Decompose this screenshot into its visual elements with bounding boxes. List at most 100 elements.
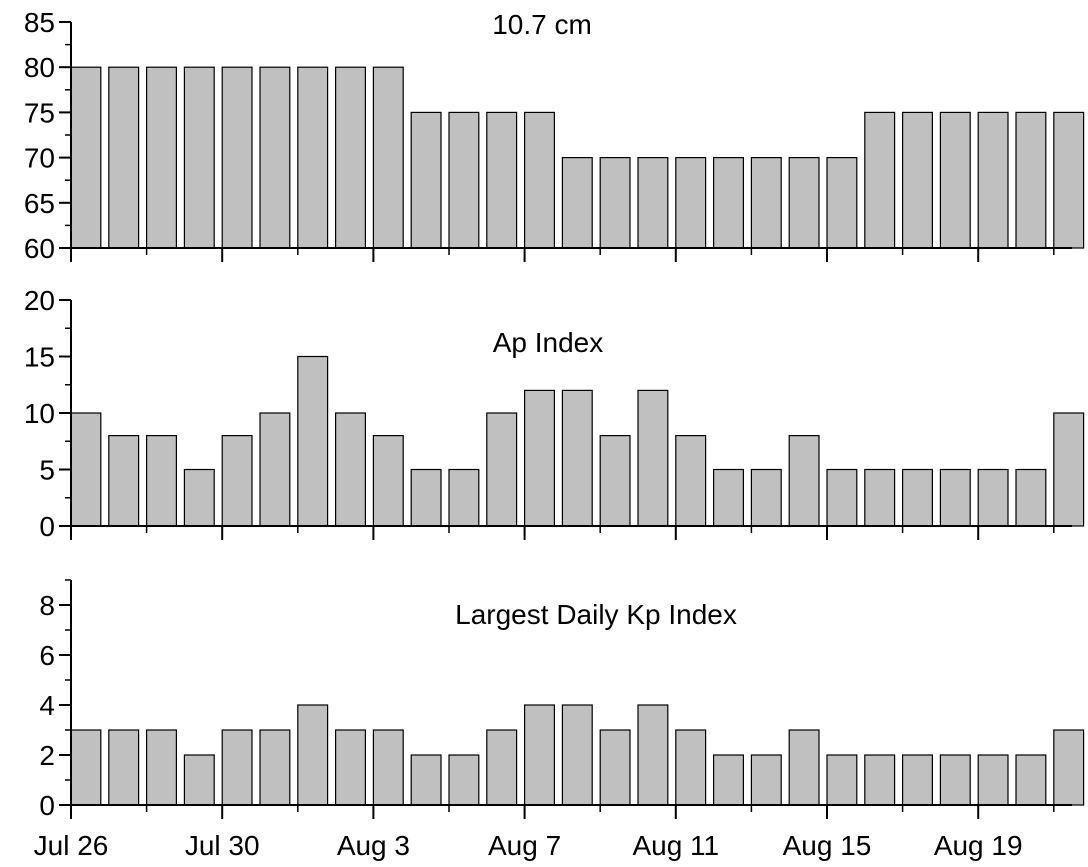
bar bbox=[410, 468, 442, 527]
bar bbox=[335, 729, 367, 806]
bar bbox=[70, 66, 102, 249]
bar bbox=[486, 111, 518, 249]
bar bbox=[448, 754, 480, 806]
bar bbox=[221, 66, 253, 249]
bar bbox=[901, 468, 933, 527]
bar bbox=[637, 157, 669, 249]
bar bbox=[864, 111, 896, 249]
y-tick-label: 2 bbox=[39, 740, 55, 771]
panel-title: Largest Daily Kp Index bbox=[455, 599, 737, 630]
bar bbox=[146, 435, 178, 527]
bar bbox=[712, 468, 744, 527]
bar bbox=[939, 468, 971, 527]
x-tick-label: Aug 15 bbox=[783, 830, 872, 861]
panel-kp-index: Largest Daily Kp Index 0 2 4 6 8 Jul 26 Jul 30… bbox=[34, 579, 1085, 861]
y-tick-label: 80 bbox=[24, 52, 55, 83]
bar bbox=[108, 66, 140, 249]
y-tick-label: 5 bbox=[39, 455, 55, 486]
bar bbox=[599, 729, 631, 806]
bar bbox=[561, 704, 593, 806]
y-tick-label: 60 bbox=[24, 233, 55, 264]
panel-ap-index: Ap Index 0 5 10 15 20 bbox=[24, 285, 1085, 542]
bar bbox=[183, 468, 215, 527]
y-tick-label: 75 bbox=[24, 97, 55, 128]
y-tick-label: 0 bbox=[39, 790, 55, 821]
y-tick-label: 6 bbox=[39, 640, 55, 671]
bar bbox=[183, 66, 215, 249]
bar bbox=[826, 468, 858, 527]
bar bbox=[297, 355, 329, 527]
bar bbox=[108, 435, 140, 527]
bar bbox=[675, 435, 707, 527]
y-tick-label: 15 bbox=[24, 342, 55, 373]
bar bbox=[561, 157, 593, 249]
bar bbox=[372, 435, 404, 527]
bar bbox=[901, 111, 933, 249]
bar bbox=[750, 157, 782, 249]
bar bbox=[599, 157, 631, 249]
bar bbox=[410, 111, 442, 249]
bar bbox=[788, 729, 820, 806]
bar bbox=[1015, 111, 1047, 249]
bar bbox=[675, 729, 707, 806]
bar bbox=[146, 729, 178, 806]
bar bbox=[712, 157, 744, 249]
x-tick-label: Aug 3 bbox=[337, 830, 410, 861]
bar bbox=[297, 66, 329, 249]
bar bbox=[1015, 754, 1047, 806]
x-tick-label: Aug 19 bbox=[934, 830, 1023, 861]
bar bbox=[1053, 111, 1085, 249]
bar bbox=[70, 412, 102, 527]
panel-solar-flux: 10.7 cm 60 65 70 75 80 85 bbox=[24, 7, 1085, 264]
panel-title: 10.7 cm bbox=[492, 9, 592, 40]
panel-title: Ap Index bbox=[493, 327, 604, 358]
bar bbox=[335, 412, 367, 527]
bar bbox=[939, 754, 971, 806]
y-tick-label: 65 bbox=[24, 188, 55, 219]
bar bbox=[977, 754, 1009, 806]
bar bbox=[70, 729, 102, 806]
bar bbox=[977, 468, 1009, 527]
bar bbox=[523, 704, 555, 806]
bar bbox=[788, 435, 820, 527]
bar bbox=[637, 389, 669, 527]
y-tick-label: 85 bbox=[24, 7, 55, 38]
bar bbox=[259, 729, 291, 806]
bar bbox=[750, 468, 782, 527]
y-tick-label: 70 bbox=[24, 143, 55, 174]
bar bbox=[712, 754, 744, 806]
bar bbox=[826, 157, 858, 249]
bar bbox=[108, 729, 140, 806]
bar bbox=[335, 66, 367, 249]
y-tick-label: 0 bbox=[39, 511, 55, 542]
bar bbox=[675, 157, 707, 249]
bar bbox=[372, 66, 404, 249]
bar bbox=[448, 468, 480, 527]
bar bbox=[297, 704, 329, 806]
bar bbox=[410, 754, 442, 806]
bar bbox=[637, 704, 669, 806]
bar bbox=[259, 66, 291, 249]
bar bbox=[372, 729, 404, 806]
y-tick-label: 10 bbox=[24, 398, 55, 429]
x-tick-label: Aug 7 bbox=[488, 830, 561, 861]
bar bbox=[448, 111, 480, 249]
x-tick-label: Aug 11 bbox=[632, 830, 719, 861]
bar bbox=[901, 754, 933, 806]
bar bbox=[523, 389, 555, 527]
bar bbox=[788, 157, 820, 249]
bar bbox=[146, 66, 178, 249]
bar bbox=[826, 754, 858, 806]
bar bbox=[864, 754, 896, 806]
bar bbox=[750, 754, 782, 806]
bar bbox=[486, 729, 518, 806]
bar bbox=[977, 111, 1009, 249]
bar bbox=[939, 111, 971, 249]
bar bbox=[1015, 468, 1047, 527]
bar bbox=[486, 412, 518, 527]
bar bbox=[221, 729, 253, 806]
y-tick-label: 4 bbox=[39, 690, 55, 721]
x-tick-label: Jul 30 bbox=[185, 830, 260, 861]
bar bbox=[599, 435, 631, 527]
